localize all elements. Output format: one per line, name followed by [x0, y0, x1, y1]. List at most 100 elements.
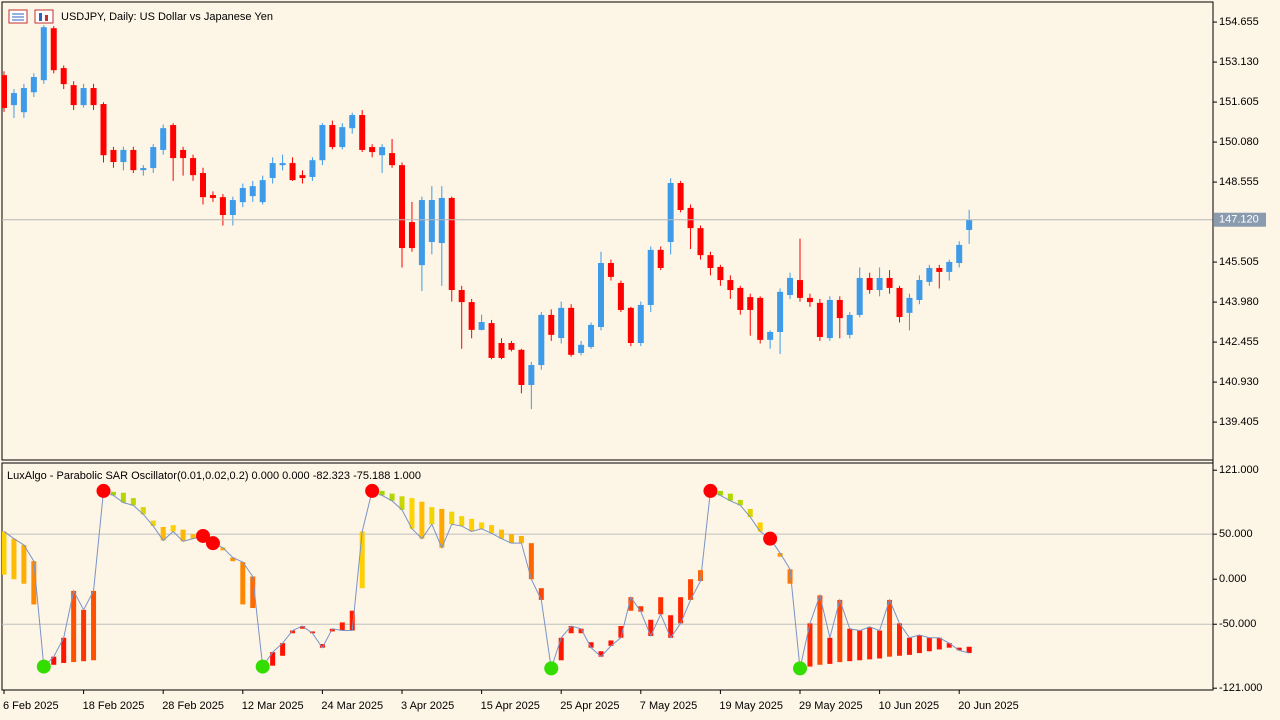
y-tick-label: 154.655 [1219, 16, 1259, 28]
histogram-bar [71, 590, 77, 663]
histogram-bar [110, 491, 116, 496]
histogram-bar [807, 623, 813, 667]
candle-body [50, 28, 57, 71]
histogram-bar [688, 579, 694, 600]
candle-body [667, 182, 674, 243]
histogram-bar [140, 507, 146, 515]
histogram-bar [648, 619, 654, 636]
histogram-bar [906, 637, 912, 655]
candle-body [906, 297, 913, 313]
candle-body [657, 249, 664, 268]
candle-body [100, 104, 107, 156]
x-tick-label: 25 Apr 2025 [560, 700, 619, 712]
histogram-bar [578, 628, 584, 634]
candle-body [528, 365, 535, 385]
candle-body [916, 280, 923, 300]
candle-body [548, 314, 555, 335]
candle-body [836, 299, 843, 319]
candle-body [876, 277, 883, 291]
candle-body [886, 277, 893, 288]
icon-bar [45, 15, 48, 21]
y-tick-label: -50.000 [1219, 618, 1256, 630]
histogram-bar [737, 499, 743, 506]
candle-body [956, 244, 963, 264]
candle-body [448, 197, 455, 291]
candle-body [777, 291, 784, 332]
candle-body [289, 163, 296, 181]
candle-body [389, 153, 396, 166]
x-tick-label: 28 Feb 2025 [162, 700, 224, 712]
histogram-bar [2, 531, 7, 575]
histogram-bar [290, 630, 296, 634]
current-price-label: 147.120 [1219, 214, 1259, 226]
candle-body [379, 147, 386, 156]
candle-body [926, 267, 933, 282]
candle-body [160, 128, 167, 150]
candle-body [219, 197, 226, 215]
candle-body [259, 180, 266, 203]
histogram-bar [827, 637, 833, 664]
candle-body [946, 261, 953, 272]
histogram-bar [220, 547, 226, 551]
candle-body [558, 307, 565, 339]
x-tick-label: 6 Feb 2025 [3, 700, 59, 712]
histogram-bar [668, 615, 674, 638]
histogram-bar [638, 606, 644, 612]
histogram-bar [717, 490, 723, 496]
x-tick-label: 18 Feb 2025 [83, 700, 145, 712]
candle-body [299, 175, 306, 179]
histogram-bar [379, 490, 385, 496]
reversal-marker [763, 531, 778, 546]
histogram-bar [419, 501, 425, 539]
candle-body [170, 125, 177, 159]
histogram-bar [847, 628, 853, 662]
candle-body [498, 343, 505, 358]
reversal-marker [703, 483, 718, 498]
candle-body [70, 85, 77, 106]
candle-body [578, 344, 585, 353]
histogram-bar [837, 599, 843, 663]
histogram-bar [518, 535, 524, 544]
candle-body [239, 187, 246, 203]
candle-body [797, 280, 803, 298]
candle-body [568, 307, 575, 355]
candle-body [60, 68, 67, 85]
candle-body [966, 219, 973, 230]
candle-body [2, 75, 7, 108]
histogram-bar [309, 631, 315, 634]
histogram-bar [757, 522, 763, 532]
histogram-bar [528, 543, 534, 580]
candle-body [428, 200, 435, 243]
candle-body [329, 125, 336, 148]
histogram-bar [300, 626, 305, 629]
reversal-marker [365, 483, 380, 498]
candle-body [40, 27, 47, 81]
candle-body [309, 160, 316, 177]
histogram-bar [160, 526, 166, 541]
candle-body [717, 266, 724, 281]
candle-body [458, 290, 465, 303]
histogram-bar [479, 522, 485, 529]
histogram-bar [678, 597, 684, 624]
histogram-bar [91, 590, 97, 661]
candle-body [209, 195, 216, 198]
reversal-marker [96, 483, 111, 498]
y-tick-label: 142.455 [1219, 336, 1259, 348]
histogram-bar [787, 569, 793, 584]
histogram-bar [439, 508, 445, 548]
histogram-bar [170, 525, 176, 532]
candle-body [418, 200, 425, 266]
candle-body [518, 349, 525, 385]
candle-body [538, 314, 545, 366]
candle-body [10, 93, 17, 106]
y-tick-label: 139.405 [1219, 416, 1259, 428]
histogram-bar [867, 626, 873, 660]
histogram-bar [499, 529, 504, 539]
candle-body [120, 149, 127, 163]
histogram-bar [180, 529, 186, 542]
y-tick-label: 151.605 [1219, 96, 1259, 108]
candle-body [627, 307, 634, 344]
histogram-bar [727, 493, 733, 501]
